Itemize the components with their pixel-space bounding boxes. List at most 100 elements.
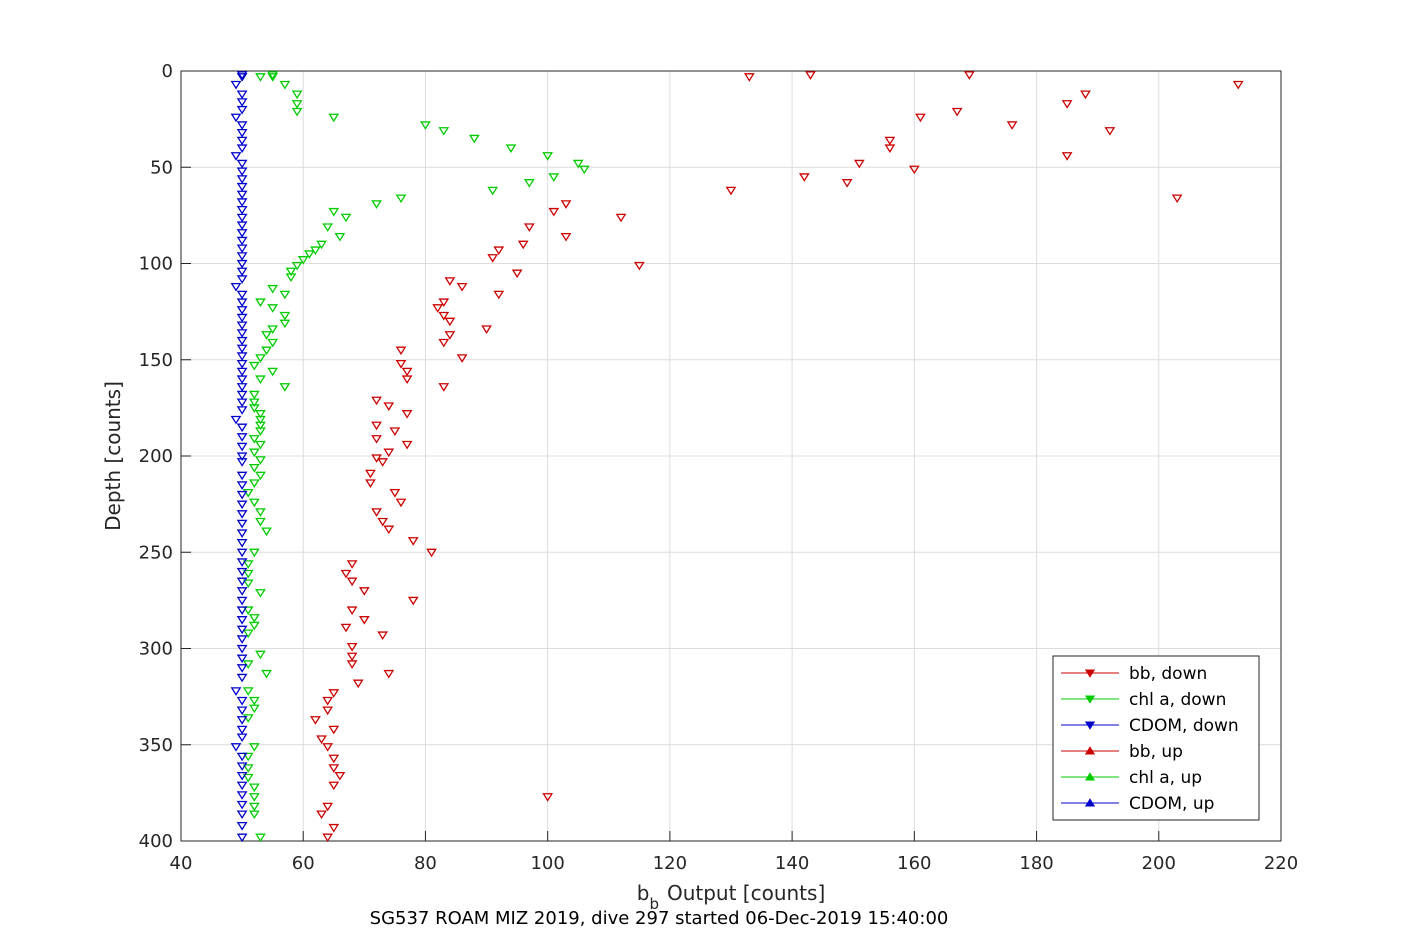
legend-marker: [1084, 721, 1096, 730]
data-point: [248, 390, 260, 400]
data-point: [725, 186, 737, 196]
data-point: [236, 236, 248, 246]
data-point: [248, 783, 260, 793]
data-point: [248, 802, 260, 812]
data-point: [884, 136, 896, 146]
data-point: [505, 144, 517, 154]
data-point: [1232, 80, 1244, 90]
data-point: [371, 435, 382, 444]
data-point: [255, 421, 266, 431]
data-point: [371, 508, 382, 517]
data-point: [236, 442, 248, 452]
data-point: [236, 213, 248, 223]
data-point: [255, 410, 266, 419]
data-point: [255, 298, 266, 308]
data-point: [291, 100, 303, 109]
data-point: [389, 427, 401, 436]
data-point: [328, 781, 340, 791]
data-point: [328, 725, 340, 735]
data-point: [401, 375, 413, 385]
data-point: [248, 361, 260, 371]
data-point: [248, 743, 260, 752]
data-point: [236, 90, 248, 100]
data-point: [236, 136, 248, 146]
chart-title: SG537 ROAM MIZ 2019, dive 297 started 06…: [370, 908, 949, 929]
data-point: [236, 244, 248, 254]
data-point: [395, 498, 407, 508]
data-point: [346, 560, 358, 569]
data-point: [358, 587, 370, 596]
data-point: [236, 105, 248, 115]
data-point: [236, 558, 248, 567]
data-point: [340, 569, 352, 579]
data-point: [236, 190, 248, 200]
data-point: [401, 410, 413, 419]
x-tick-label: 120: [653, 853, 687, 874]
data-point: [395, 360, 407, 369]
data-point: [236, 313, 248, 323]
data-point: [560, 200, 572, 209]
data-point: [841, 179, 853, 188]
data-point: [291, 261, 303, 271]
data-point: [236, 329, 248, 338]
data-point: [328, 823, 340, 833]
data-point: [884, 144, 896, 154]
data-point: [255, 427, 266, 436]
data-point: [236, 577, 248, 587]
data-point: [242, 606, 254, 616]
data-point: [236, 73, 248, 82]
data-point: [236, 822, 248, 831]
legend-marker: [1084, 669, 1096, 678]
data-point: [915, 113, 926, 123]
data-point: [346, 606, 358, 616]
data-point: [236, 548, 248, 558]
series-1-markers: [310, 71, 1244, 843]
legend-label: chl a, up: [1129, 768, 1202, 788]
x-tick-label: 40: [170, 853, 193, 874]
legend-label: CDOM, up: [1129, 794, 1214, 814]
data-point: [255, 833, 266, 843]
data-point: [236, 519, 248, 529]
data-point: [230, 743, 242, 752]
data-point: [248, 398, 260, 408]
data-point: [493, 290, 505, 300]
data-point: [236, 259, 248, 269]
data-point: [230, 283, 242, 292]
data-point: [548, 207, 560, 217]
data-point: [322, 223, 334, 232]
data-point: [371, 421, 382, 431]
data-point: [248, 810, 260, 820]
data-point: [236, 471, 248, 481]
data-point: [371, 396, 382, 406]
x-tick-label: 160: [897, 853, 931, 874]
data-point: [248, 463, 260, 473]
data-point: [267, 71, 279, 80]
legend-marker: [1084, 695, 1096, 704]
y-tick-label: 150: [139, 350, 173, 371]
data-point: [322, 706, 334, 716]
x-tick-label: 140: [775, 853, 809, 874]
data-point: [255, 517, 266, 527]
data-point: [908, 165, 920, 175]
data-point: [951, 107, 963, 117]
data-point: [377, 517, 389, 527]
data-point: [297, 256, 309, 265]
data-point: [236, 716, 248, 725]
data-point: [255, 375, 266, 385]
data-point: [255, 589, 266, 598]
x-axis-label-text: Output [counts]: [667, 881, 825, 905]
data-point: [328, 113, 340, 123]
data-point: [1171, 194, 1183, 204]
data-point: [236, 781, 248, 791]
data-point: [578, 165, 590, 175]
data-point: [236, 616, 248, 625]
data-point: [236, 654, 248, 664]
data-point: [346, 577, 358, 587]
data-point: [242, 687, 254, 696]
data-point: [236, 336, 248, 346]
data-point: [236, 352, 248, 361]
data-point: [285, 267, 297, 277]
data-point: [511, 269, 523, 279]
data-point: [487, 254, 499, 263]
data-point: [560, 232, 572, 242]
